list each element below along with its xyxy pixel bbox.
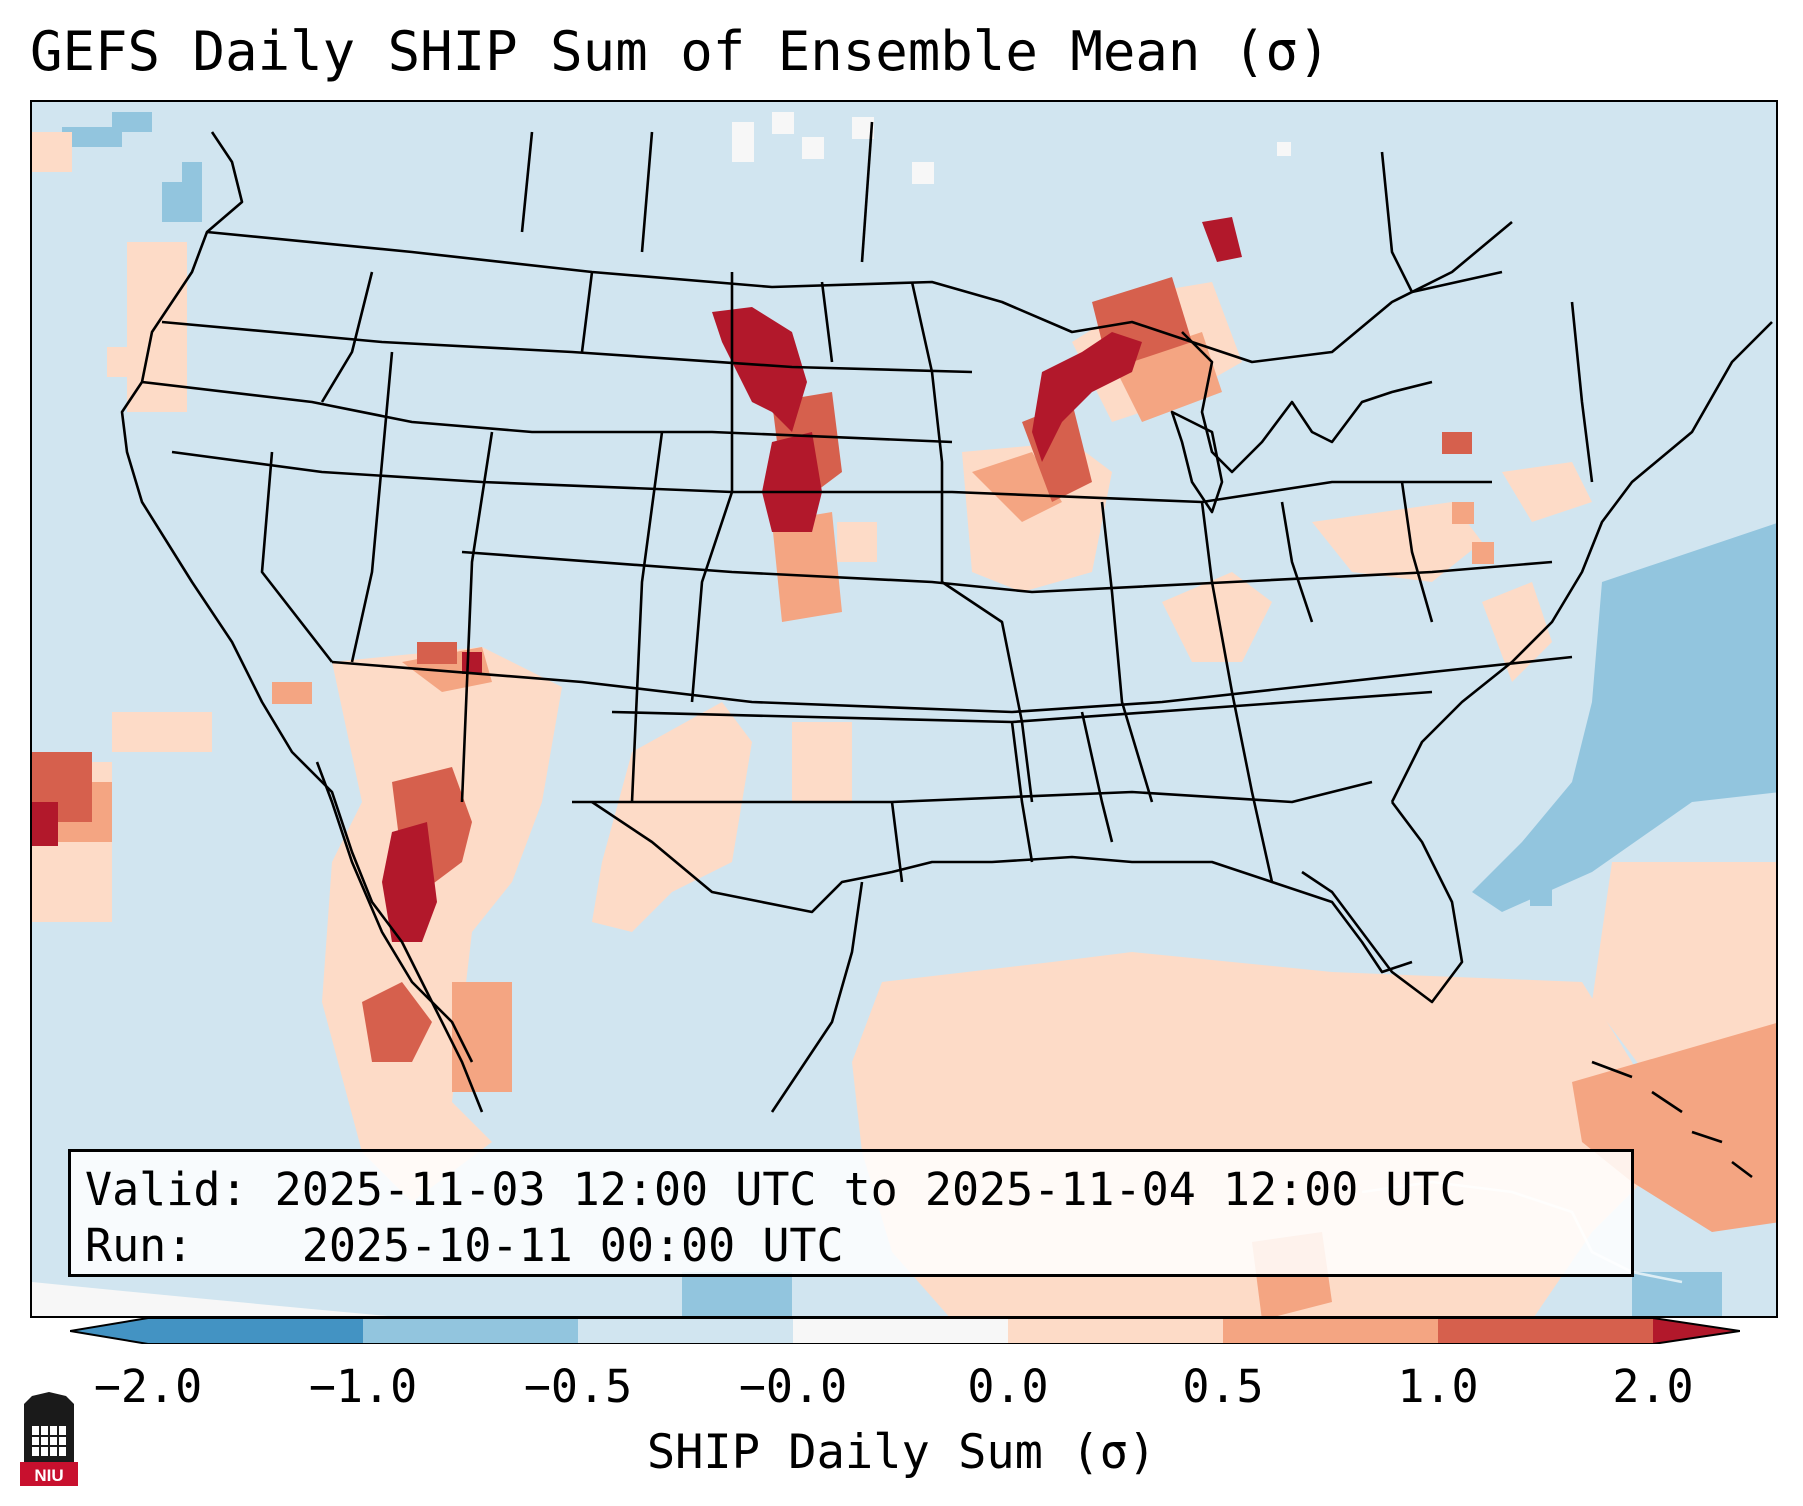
run-label: Run: <box>85 1219 194 1272</box>
colorbar-bin-4 <box>793 1318 1008 1344</box>
state-line-3 <box>171 450 1492 504</box>
colorbar-extend-low <box>70 1318 148 1344</box>
niu-logo-icon: NIU <box>20 1392 78 1486</box>
state-line-v2 <box>350 351 394 663</box>
state-line-v8 <box>910 281 1034 803</box>
tick-label: 0.0 <box>967 1360 1049 1413</box>
state-line-v10 <box>1100 501 1154 803</box>
state-line-1 <box>161 320 973 374</box>
valid-row: Valid: 2025-11-03 12:00 UTC to 2025-11-0… <box>85 1162 1617 1218</box>
state-line-v9 <box>1010 721 1034 863</box>
east-coast-line <box>1390 321 1773 803</box>
negative-anomaly-regions <box>62 112 1776 1316</box>
florida-line <box>1301 801 1464 1004</box>
state-line-v19 <box>860 121 874 263</box>
colorbar-bin-1 <box>148 1318 363 1344</box>
tick-label: −1.0 <box>308 1360 418 1413</box>
colorbar-label: SHIP Daily Sum (σ) <box>646 1425 1157 1480</box>
canada-border-line <box>206 221 1513 364</box>
state-line-v18 <box>640 131 654 253</box>
state-line-4 <box>461 550 1553 594</box>
valid-value: 2025-11-03 12:00 UTC to 2025-11-04 12:00… <box>274 1163 1467 1216</box>
logo-text: NIU <box>34 1466 63 1485</box>
state-line-6 <box>611 690 1433 724</box>
state-line-v6 <box>690 272 734 703</box>
state-line-5 <box>331 655 1573 714</box>
west-coast-line <box>120 131 484 1113</box>
great-lakes-line <box>1181 331 1433 474</box>
baja-line <box>315 761 474 1063</box>
valid-label: Valid: <box>85 1163 248 1216</box>
state-line-7 <box>572 780 1373 804</box>
boundary-lines <box>120 121 1773 1284</box>
tick-label: −0.5 <box>523 1360 633 1413</box>
near-zero-regions <box>32 112 1291 1316</box>
state-line-v1 <box>320 271 374 403</box>
max-positive-regions <box>32 217 1242 942</box>
colorbar-bin-5 <box>1008 1318 1223 1344</box>
gulf-coast-line <box>591 800 1413 974</box>
state-line-v15 <box>1380 151 1503 294</box>
tick-label: 2.0 <box>1612 1360 1694 1413</box>
state-line-v3 <box>460 431 494 803</box>
tick-label: −2.0 <box>93 1360 203 1413</box>
state-line-v14 <box>1570 301 1594 483</box>
state-line-v20 <box>890 801 904 883</box>
state-line-2 <box>141 380 953 444</box>
map-title: GEFS Daily SHIP Sum of Ensemble Mean (σ) <box>30 20 1331 83</box>
state-line-v16 <box>260 451 334 663</box>
state-line-v21 <box>1080 711 1114 843</box>
texas-coast-line <box>770 881 864 1113</box>
state-line-v11 <box>1200 501 1274 883</box>
run-value: 2025-10-11 00:00 UTC <box>301 1219 844 1272</box>
validity-info-box: Valid: 2025-11-03 12:00 UTC to 2025-11-0… <box>68 1149 1634 1277</box>
state-line-v17 <box>520 131 534 233</box>
colorbar <box>70 1318 1740 1344</box>
tick-label: −0.0 <box>738 1360 848 1413</box>
colorbar-extend-high <box>1653 1318 1740 1344</box>
tick-label: 1.0 <box>1397 1360 1479 1413</box>
state-line-v5 <box>630 431 664 803</box>
state-line-v13 <box>1400 481 1434 623</box>
state-line-v4 <box>580 271 594 353</box>
tick-label: 0.5 <box>1182 1360 1264 1413</box>
state-line-v12 <box>1280 501 1314 623</box>
colorbar-ticks: −2.0 −1.0 −0.5 −0.0 0.0 0.5 1.0 2.0 <box>0 1348 1803 1413</box>
colorbar-bin-3 <box>578 1318 793 1344</box>
caribbean-islands-line <box>1591 1060 1753 1179</box>
lake-michigan-line <box>1170 410 1224 514</box>
map-panel[interactable] <box>30 100 1778 1318</box>
map-canvas <box>32 102 1776 1316</box>
colorbar-bin-2 <box>363 1318 578 1344</box>
colorbar-bin-7 <box>1438 1318 1653 1344</box>
colorbar-bin-6 <box>1223 1318 1438 1344</box>
run-row: Run: 2025-10-11 00:00 UTC <box>85 1218 1617 1274</box>
state-line-v7 <box>820 281 834 363</box>
